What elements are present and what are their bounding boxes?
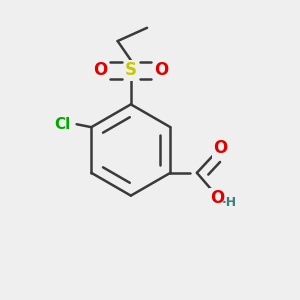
Text: O: O (213, 140, 228, 158)
Text: ·H: ·H (222, 196, 237, 209)
Text: Cl: Cl (54, 117, 70, 132)
Text: O: O (93, 61, 108, 80)
Text: O: O (210, 189, 225, 207)
Text: O: O (154, 61, 168, 80)
Text: S: S (125, 61, 137, 80)
